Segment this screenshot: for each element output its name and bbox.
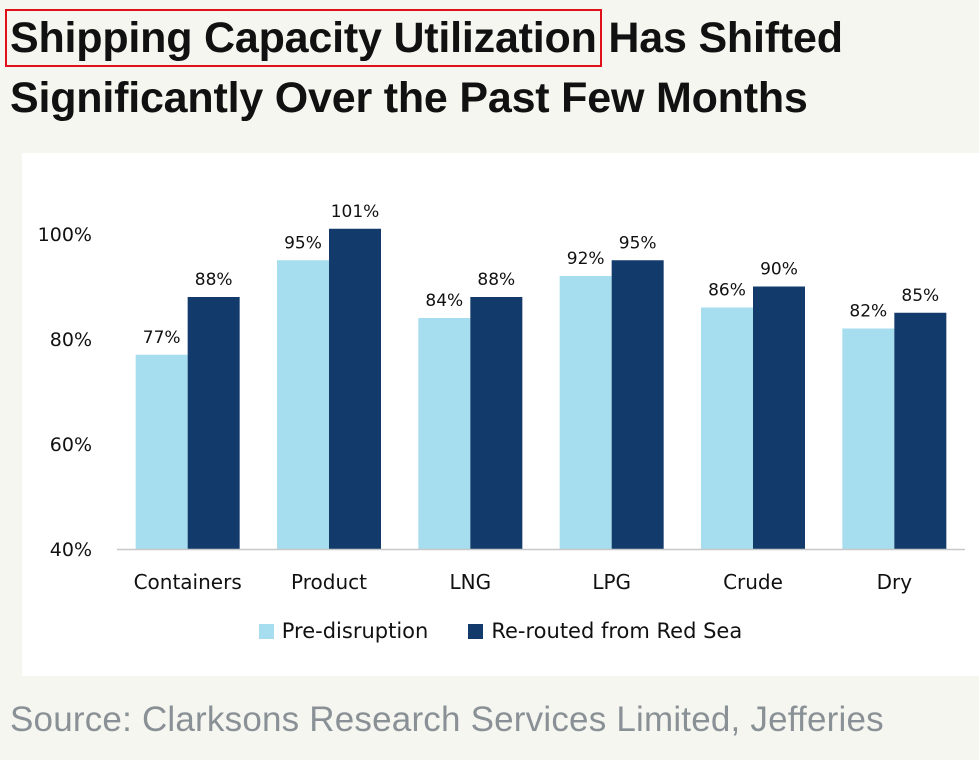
x-category-label: Dry: [877, 570, 913, 594]
bar-chart: 40% 60% 80% 100% 77% 88% Containers 95% 101% Prod…: [38, 202, 965, 594]
data-label: 77%: [143, 328, 181, 348]
data-label: 92%: [567, 249, 605, 269]
legend-swatch-rerouted: [468, 623, 484, 639]
data-label: 82%: [849, 302, 887, 322]
bar-pre-lpg: [559, 276, 612, 549]
y-tick-label: 60%: [50, 434, 92, 456]
x-category-label: Containers: [134, 570, 242, 594]
legend-item-pre: Pre-disruption: [258, 619, 429, 643]
bar-rerouted-product: [329, 228, 381, 549]
x-category-label: Product: [291, 570, 367, 594]
data-label: 88%: [195, 270, 233, 290]
bar-rerouted-crude: [753, 286, 805, 549]
bar-pre-dry: [842, 328, 895, 549]
data-label: 101%: [331, 202, 380, 222]
bar-pre-lng: [418, 318, 471, 549]
y-tick-label: 80%: [50, 329, 92, 351]
bar-rerouted-containers: [187, 297, 240, 549]
legend-label-rerouted: Re-routed from Red Sea: [491, 619, 743, 643]
legend-swatch-pre: [258, 623, 274, 639]
chart-panel: 40% 60% 80% 100% 77% 88% Containers 95% 101% Prod…: [22, 153, 979, 676]
x-category-label: LPG: [592, 570, 631, 594]
legend-label-pre: Pre-disruption: [281, 619, 429, 643]
data-label: 90%: [760, 260, 798, 280]
bar-pre-crude: [701, 307, 753, 549]
legend: Pre-disruption Re-routed from Red Sea: [22, 619, 979, 643]
bar-rerouted-dry: [894, 312, 947, 549]
y-tick-label: 100%: [38, 224, 92, 246]
x-category-label: Crude: [723, 570, 783, 594]
bar-rerouted-lpg: [611, 260, 664, 549]
legend-item-rerouted: Re-routed from Red Sea: [468, 619, 742, 643]
data-label: 95%: [284, 233, 322, 253]
data-label: 85%: [901, 286, 939, 306]
title-rest: Has Shifted Significantly Over the Past …: [10, 14, 843, 122]
data-label: 86%: [708, 281, 746, 301]
y-tick-label: 40%: [50, 539, 92, 561]
bar-pre-product: [277, 260, 329, 549]
data-label: 95%: [619, 233, 657, 253]
bar-pre-containers: [135, 354, 188, 549]
source-note: Source: Clarksons Research Services Limi…: [10, 700, 884, 739]
bar-rerouted-lng: [470, 297, 523, 549]
title-highlighted: Shipping Capacity Utilization: [5, 9, 602, 67]
data-label: 84%: [425, 291, 463, 311]
x-category-label: LNG: [450, 570, 492, 594]
data-label: 88%: [477, 270, 515, 290]
chart-title: Shipping Capacity Utilization Has Shifte…: [5, 8, 970, 128]
